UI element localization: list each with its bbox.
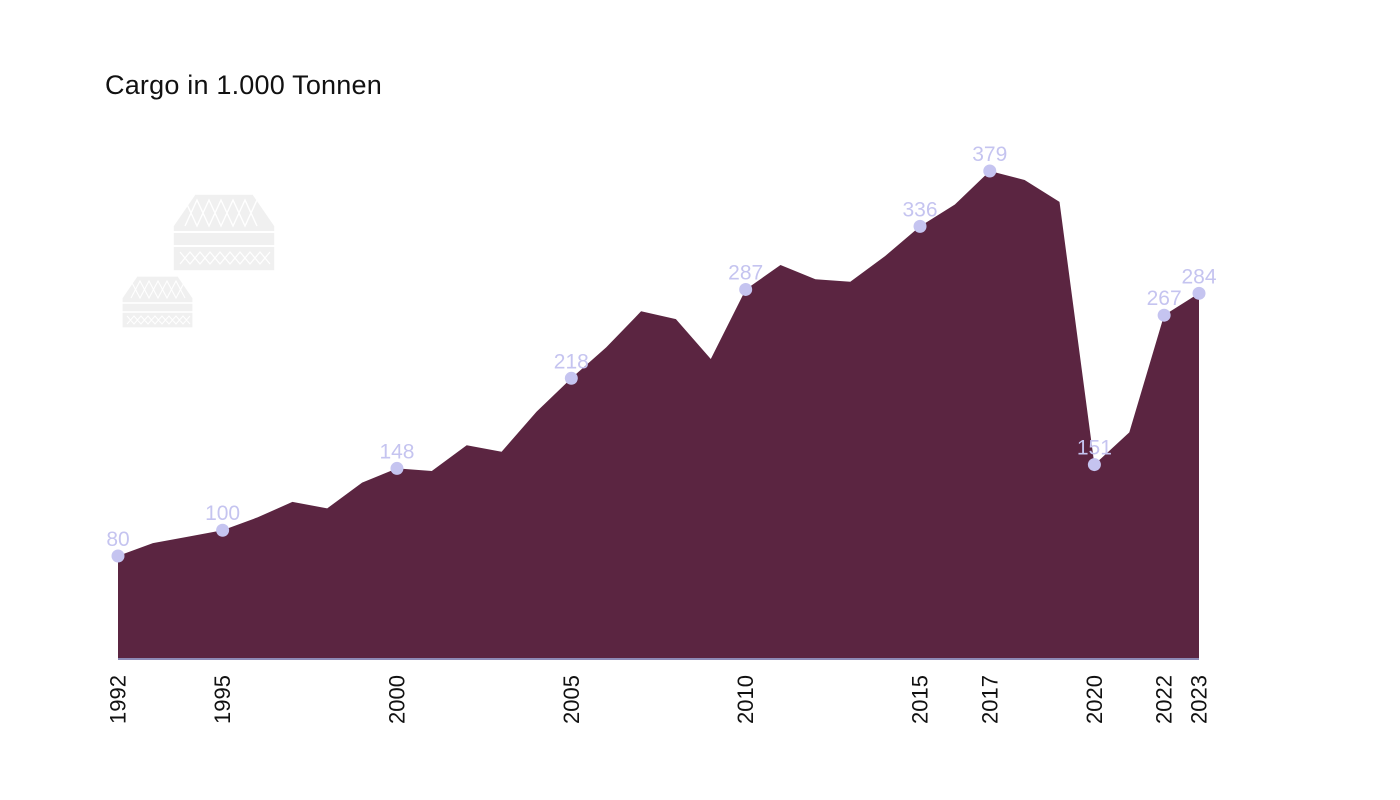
x-tick-label: 2022 [1152,675,1177,724]
data-label: 80 [106,528,129,551]
data-marker [390,461,404,475]
data-marker [983,164,997,178]
data-marker [111,549,125,563]
x-tick-label: 2010 [733,675,758,724]
data-marker [1157,308,1171,322]
data-label: 284 [1181,265,1216,288]
data-label: 379 [972,143,1007,166]
cargo-area [118,171,1199,659]
data-label: 151 [1077,437,1112,460]
x-tick-label: 2023 [1187,675,1212,724]
data-label: 267 [1147,287,1182,310]
data-label: 287 [728,261,763,284]
data-label: 336 [903,198,938,221]
data-markers [111,164,1206,563]
x-tick-label: 2017 [977,675,1002,724]
data-marker [1087,458,1101,472]
x-tick-label: 2005 [559,675,584,724]
data-marker [564,371,578,385]
x-tick-label: 2000 [384,675,409,724]
x-tick-label: 1992 [106,675,131,724]
chart-title: Cargo in 1.000 Tonnen [105,70,382,100]
data-label: 100 [205,502,240,525]
data-label: 148 [379,440,414,463]
data-label: 218 [554,350,589,373]
data-marker [1192,286,1206,300]
cargo-container-icon [121,275,194,329]
data-marker [913,219,927,233]
x-tick-label: 2015 [908,675,933,724]
data-marker [216,523,230,537]
cargo-container-icon [172,193,276,272]
x-tick-label: 2020 [1082,675,1107,724]
data-marker [739,282,753,296]
x-axis-tick-labels: 1992 1995 2000 2005 2010 2015 2017 2020 2022 2023 [106,675,1212,724]
x-tick-label: 1995 [210,675,235,724]
